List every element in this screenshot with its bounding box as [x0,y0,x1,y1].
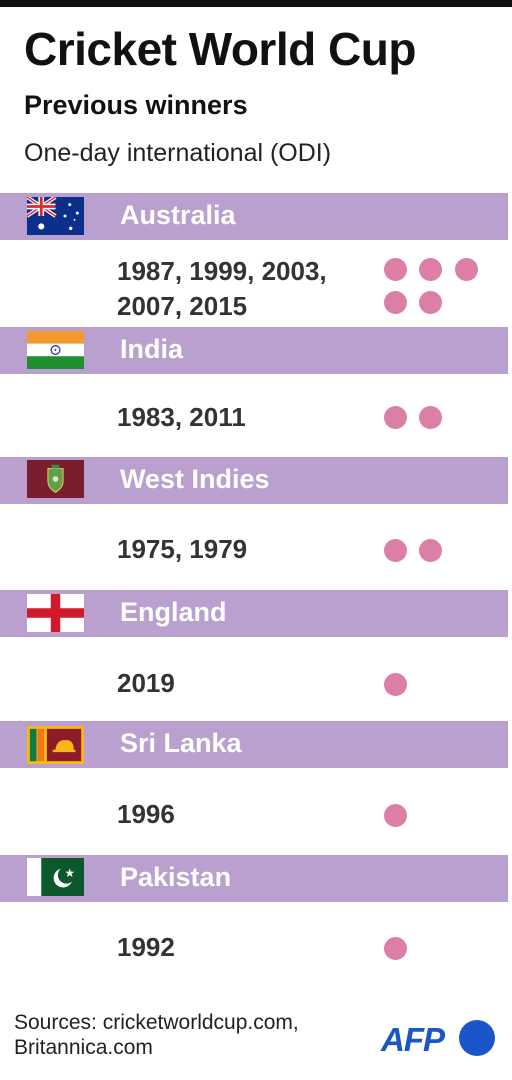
winning-years-line: 1975, 1979 [117,534,248,564]
winning-years-line: 2007, 2015 [117,291,248,321]
winning-years: 1987, 1999, 2003, 2007, 2015 [117,254,327,324]
australia-flag-icon [27,197,84,235]
chart-title: Cricket World Cup [24,23,416,75]
top-rule [0,0,512,7]
winning-years-line: 1996 [117,799,175,829]
england-flag-icon [27,594,84,632]
win-dot [419,406,442,429]
country-band-england [0,590,508,637]
source-note: Sources: cricketworldcup.com, Britannica… [14,1010,299,1060]
country-name: England [120,597,227,627]
win-dot [384,291,407,314]
win-dot [384,258,407,281]
chart-description: One-day international (ODI) [24,139,332,167]
afp-logo: AFP [381,1019,497,1059]
country-band-australia [0,193,508,240]
source-line-2: Britannica.com [14,1036,153,1059]
win-dot [384,539,407,562]
winning-years-line: 1983, 2011 [117,402,246,432]
win-dot [419,258,442,281]
winning-years: 2019 [117,666,175,701]
win-dot [384,804,407,827]
chart-subtitle: Previous winners [24,90,248,120]
country-name: India [120,334,184,364]
win-dot [419,291,442,314]
afp-logo-text: AFP [381,1021,445,1058]
source-line-1: Sources: cricketworldcup.com, [14,1011,299,1034]
win-dot [384,937,407,960]
win-dot [455,258,478,281]
win-dot [419,539,442,562]
win-dot [384,673,407,696]
country-band-india [0,327,508,374]
country-name: Australia [120,200,236,230]
winning-years: 1975, 1979 [117,532,247,567]
winning-years-line: 2019 [117,668,175,698]
afp-logo-circle [459,1020,495,1056]
india-flag-icon [27,331,84,369]
west-indies-flag-icon [27,460,84,498]
country-band-sri-lanka [0,721,508,768]
country-name: Sri Lanka [120,728,242,758]
country-name: West Indies [120,464,270,494]
country-name: Pakistan [120,862,232,892]
country-band-pakistan [0,855,508,902]
winning-years: 1996 [117,797,175,832]
win-dot [384,406,407,429]
country-band-west-indies [0,457,508,504]
pakistan-flag-icon [27,858,84,896]
sri-lanka-flag-icon [27,726,84,764]
winning-years: 1983, 2011 [117,400,246,435]
winning-years: 1992 [117,930,175,965]
winning-years-line: 1987, 1999, 2003, [117,256,327,286]
winning-years-line: 1992 [117,932,175,962]
